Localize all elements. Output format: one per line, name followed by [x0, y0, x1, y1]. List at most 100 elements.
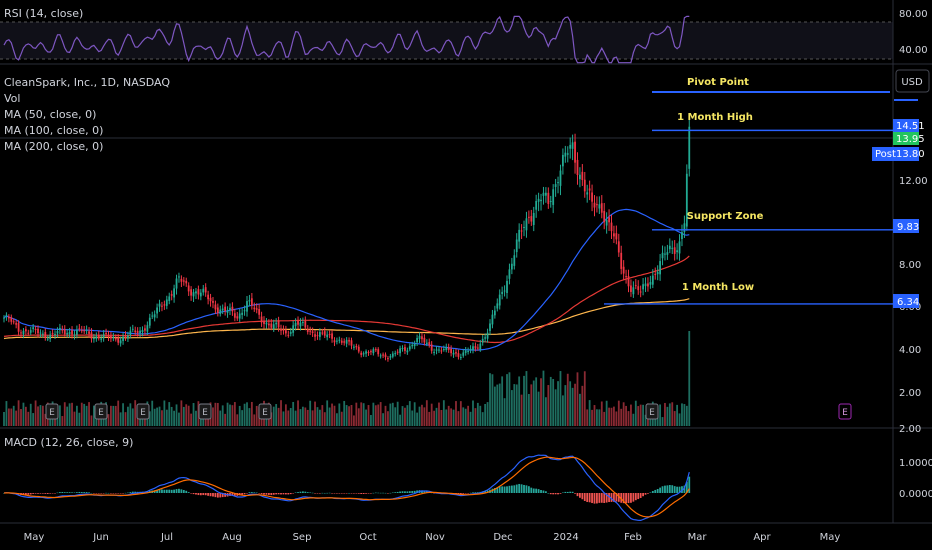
candle-body	[433, 351, 436, 353]
volume-bar	[301, 406, 304, 426]
candle-body	[421, 336, 423, 340]
ma100-legend[interactable]: MA (100, close, 0)	[4, 124, 103, 137]
macd-histogram-bar	[634, 493, 637, 501]
macd-histogram-bar	[156, 489, 158, 493]
candle-body	[486, 332, 489, 339]
candle-body	[180, 278, 183, 282]
macd-histogram-bar	[253, 492, 256, 493]
volume-bar	[68, 403, 71, 426]
macd-histogram-bar	[326, 492, 329, 494]
currency-button-label[interactable]: USD	[901, 77, 923, 88]
candle-body	[627, 276, 630, 287]
candle-body	[71, 330, 73, 335]
macd-histogram-bar	[39, 493, 42, 494]
time-tick: 2024	[553, 532, 578, 543]
vol-legend[interactable]: Vol	[4, 92, 20, 105]
rsi-legend[interactable]: RSI (14, close)	[4, 7, 83, 20]
volume-bar	[627, 411, 630, 426]
volume-bar	[591, 409, 593, 426]
candle-body	[384, 354, 387, 358]
volume-bar	[173, 410, 175, 426]
volume-bar	[489, 373, 491, 426]
macd-histogram-bar	[294, 492, 297, 493]
macd-histogram-bar	[3, 493, 5, 494]
macd-histogram-bar	[598, 493, 601, 503]
macd-histogram-bar	[328, 492, 331, 494]
candle-body	[316, 335, 319, 337]
candle-body	[353, 346, 355, 348]
volume-bars	[3, 331, 691, 426]
macd-histogram-bar	[117, 493, 120, 494]
candle-body	[105, 332, 107, 334]
volume-bar	[66, 406, 69, 426]
volume-bar	[270, 412, 273, 426]
time-axis[interactable]: May Jun Jul Aug Sep Oct Nov Dec 2024 Feb Mar Apr May	[24, 532, 841, 543]
rsi-pane	[3, 15, 690, 64]
volume-bar	[112, 405, 115, 426]
macd-histogram-bar	[119, 493, 122, 494]
time-tick: Aug	[222, 532, 242, 543]
macd-histogram-bar	[246, 493, 248, 494]
candle-body	[15, 323, 18, 325]
volume-bar	[350, 405, 353, 426]
macd-histogram-bar	[542, 490, 545, 493]
macd-histogram-bar	[185, 490, 188, 493]
pivot-point-annotation: Pivot Point	[687, 77, 749, 88]
earnings-marker[interactable]	[136, 403, 150, 420]
rsi-tick-40: 40.00	[899, 45, 928, 56]
ma200-legend[interactable]: MA (200, close, 0)	[4, 140, 103, 153]
earnings-marker[interactable]	[94, 403, 108, 420]
macd-legend[interactable]: MACD (12, 26, close, 9)	[4, 436, 133, 449]
earnings-marker[interactable]	[258, 403, 272, 420]
macd-histogram-bar	[510, 485, 513, 493]
candle-body	[474, 346, 477, 349]
month-low-annotation: 1 Month Low	[682, 282, 754, 293]
macd-histogram-bar	[496, 487, 499, 493]
macd-histogram-bar	[360, 493, 363, 495]
volume-bar	[76, 405, 78, 426]
earnings-marker[interactable]	[45, 403, 59, 420]
candle-body	[260, 316, 263, 323]
volume-bar	[85, 405, 88, 426]
volume-bar	[316, 407, 319, 426]
rsi-line	[3, 15, 690, 64]
macd-histogram-bar	[85, 492, 88, 493]
candle-body	[416, 338, 418, 343]
candle-body	[127, 335, 129, 339]
currency-button[interactable]	[895, 69, 930, 93]
volume-bar	[593, 405, 596, 426]
candle-body	[401, 347, 404, 349]
candle-body	[221, 308, 224, 311]
candle-body	[29, 330, 32, 333]
volume-bar	[467, 405, 470, 426]
volume-bar	[280, 400, 282, 426]
volume-bar	[435, 407, 438, 426]
earnings-marker[interactable]	[838, 403, 852, 420]
symbol-legend[interactable]: CleanSpark, Inc., 1D, NASDAQ	[4, 76, 170, 89]
candle-body	[562, 154, 564, 167]
candle-body	[88, 331, 90, 334]
candle-body	[413, 343, 416, 347]
macd-histogram-bar	[357, 493, 360, 494]
macd-histogram-bar	[83, 492, 86, 493]
candle-body	[187, 285, 190, 292]
volume-bar	[625, 405, 627, 426]
earnings-marker[interactable]	[198, 403, 212, 420]
candle-body	[583, 179, 586, 192]
macd-histogram-bar	[71, 492, 73, 493]
earnings-marker[interactable]	[645, 403, 659, 420]
volume-bar	[170, 406, 173, 426]
macd-histogram-bar	[462, 493, 465, 494]
month-high-tag-label: 14.51	[896, 121, 925, 132]
macd-histogram-bar	[423, 490, 426, 493]
macd-histogram-bar	[267, 493, 270, 495]
macd-histogram-bar	[593, 493, 596, 504]
volume-bar	[367, 405, 370, 426]
volume-bar	[168, 402, 171, 426]
ma50-legend[interactable]: MA (50, close, 0)	[4, 108, 96, 121]
candle-body	[178, 276, 180, 278]
time-tick: Dec	[493, 532, 512, 543]
volume-bar	[314, 401, 316, 426]
